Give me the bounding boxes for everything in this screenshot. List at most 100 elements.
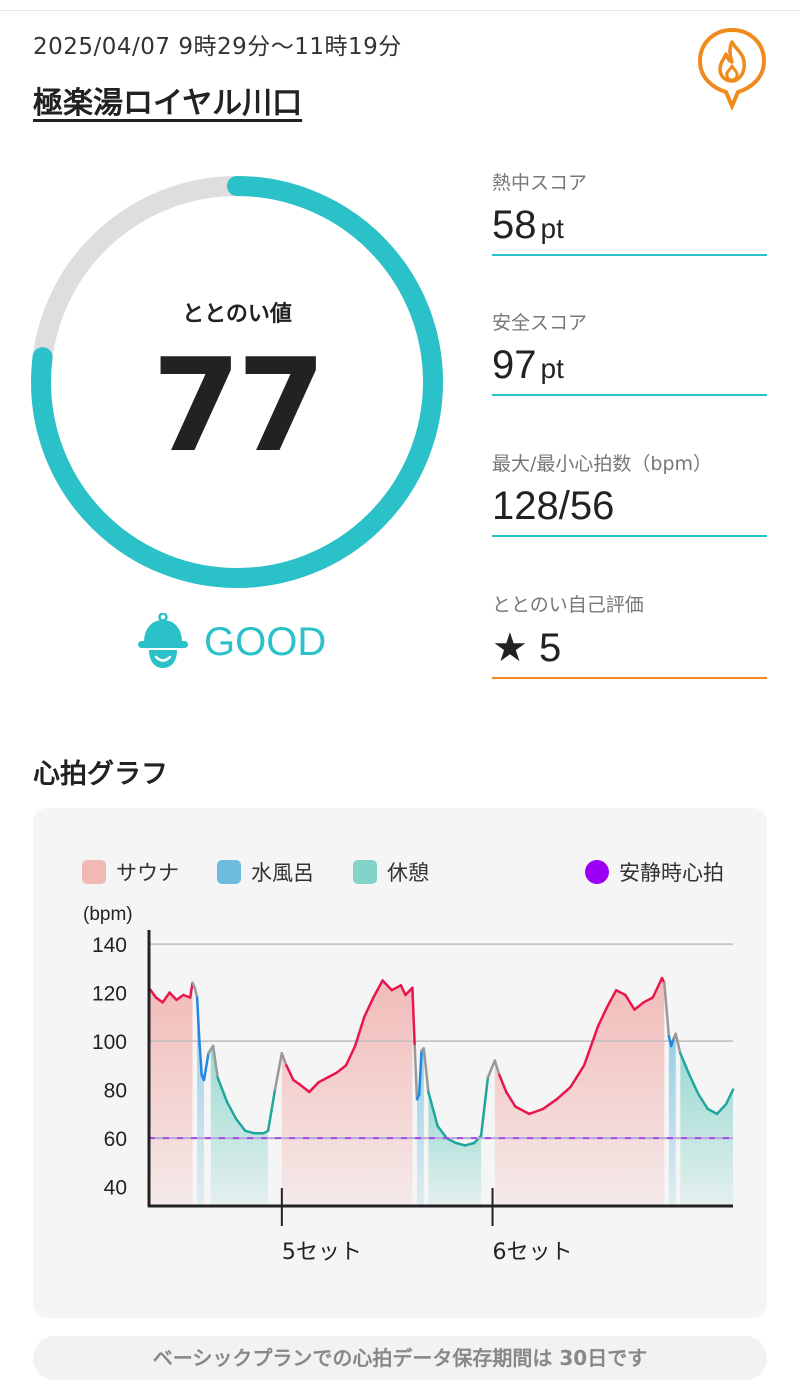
phase-area-rest-5: [428, 1092, 482, 1206]
heart-rate-point: [353, 1015, 366, 1048]
heart-rate-point: [472, 1134, 483, 1145]
safety-score-value: 97: [492, 343, 537, 387]
heart-rate-point: [381, 979, 394, 992]
heart-rate-point: [413, 1044, 419, 1101]
heart-rate-point: [614, 988, 627, 997]
heart-rate-point: [317, 1076, 329, 1084]
heart-rate-point: [168, 991, 178, 1002]
heart-rate-point: [674, 1032, 682, 1055]
legend-rest-label: 休憩: [387, 861, 429, 885]
heat-score-label: 熱中スコア: [492, 172, 588, 194]
heat-score-value: 58: [492, 203, 537, 247]
heat-score-unit: pt: [540, 213, 564, 244]
heart-rate-point: [243, 1129, 256, 1135]
heart-rate-point: [633, 1001, 645, 1011]
heart-rate-point: [479, 1076, 490, 1137]
heart-rate-point: [211, 1044, 219, 1079]
heart-rate-point: [175, 993, 185, 1002]
heart-rate-point: [527, 1107, 545, 1116]
y-tick-label: 120: [92, 983, 127, 1006]
heart-rate-point: [417, 1049, 423, 1096]
safety-score-label: 安全スコア: [492, 312, 588, 334]
y-tick-label: 80: [104, 1080, 127, 1103]
legend-rest-swatch: [353, 860, 377, 884]
status-label: GOOD: [204, 619, 327, 664]
heat-score: 熱中スコア 58 pt: [492, 168, 767, 256]
heart-rate-point: [454, 1141, 467, 1147]
heart-rate-point: [188, 981, 194, 999]
phase-area-rest-8: [680, 1053, 733, 1206]
heart-rate-point: [292, 1078, 302, 1087]
heart-rate-point: [308, 1081, 320, 1094]
heart-rate-point: [298, 1083, 311, 1094]
gauge-progress-arc: [31, 176, 443, 588]
heart-rate-point: [706, 1107, 719, 1116]
heart-rate-point: [642, 996, 655, 1004]
heart-rate-point: [486, 1059, 497, 1079]
legend-sauna-swatch: [82, 860, 106, 884]
heart-rate-point: [724, 1088, 735, 1106]
heart-rate-point: [193, 986, 199, 999]
set-marker-label: 5セット: [282, 1240, 362, 1265]
self-rating: ととのい自己評価 ★ 5: [492, 590, 767, 679]
phase-area-sauna-3: [281, 980, 413, 1206]
legend-cold-bath-swatch: [217, 860, 241, 884]
heart-rate-point: [280, 1051, 288, 1067]
heart-rate-point: [335, 1064, 348, 1074]
heart-rate-point: [663, 981, 671, 1038]
heart-rate-point: [679, 1051, 691, 1077]
legend-cold-bath: 水風呂: [217, 857, 314, 887]
heart-rate-point: [514, 1105, 531, 1116]
heat-score-value-row: 58 pt: [492, 203, 767, 256]
totonoi-value: 77: [151, 332, 326, 481]
fire-pin-icon[interactable]: [696, 26, 768, 110]
heart-rate-point: [624, 993, 636, 1011]
heart-rate-point: [344, 1044, 357, 1067]
heart-rate-point: [202, 1051, 210, 1082]
legend-resting-hr: 安静時心拍: [585, 857, 724, 887]
heart-rate-point: [498, 1073, 508, 1094]
heart-rate-point: [422, 1047, 430, 1094]
heart-rate-point: [569, 1064, 586, 1089]
legend-cold-bath-label: 水風呂: [251, 861, 314, 885]
heart-rate-point: [273, 1051, 284, 1091]
y-tick-label: 100: [92, 1031, 127, 1054]
self-rating-label: ととのい自己評価: [492, 594, 644, 616]
heart-rate-point: [195, 996, 201, 1043]
heart-rate-graph-title: 心拍グラフ: [33, 759, 168, 790]
heart-rate-point: [198, 1039, 203, 1077]
session-date-range: 2025/04/07 9時29分〜11時19分: [33, 34, 402, 60]
heart-rate-range-label: 最大/最小心拍数（bpm）: [492, 453, 713, 475]
heart-rate-point: [363, 996, 375, 1019]
heart-rate-point: [596, 1005, 609, 1028]
safety-score-unit: pt: [540, 353, 564, 384]
heart-rate-point: [225, 1100, 238, 1120]
heart-rate-point: [555, 1085, 572, 1101]
heart-rate-range-value: 128/56: [492, 484, 767, 537]
legend-sauna: サウナ: [82, 857, 179, 887]
storage-notice: ベーシックプランでの心拍データ保存期間は 30日です: [33, 1336, 767, 1380]
y-tick-label: 60: [104, 1128, 127, 1151]
heart-rate-point: [427, 1090, 439, 1128]
legend-sauna-label: サウナ: [116, 861, 179, 885]
phase-area-rest-2: [210, 1046, 269, 1206]
heart-rate-point: [161, 991, 171, 1004]
heart-rate-point: [390, 984, 403, 992]
self-rating-value: ★ 5: [492, 625, 767, 679]
heart-rate-chart: 40 60 80 100 120 140 (bpm) 5セット 6セット: [83, 904, 735, 1265]
heart-rate-point: [505, 1090, 517, 1108]
legend-resting-hr-label: 安静時心拍: [619, 861, 724, 885]
facility-name-link[interactable]: 極楽湯ロイヤル川口: [33, 86, 303, 121]
totonoi-gauge: [31, 176, 443, 588]
phase-area-sauna-0: [149, 982, 193, 1206]
smiling-sauna-hat-icon: [138, 613, 188, 668]
heart-rate-point: [266, 1088, 277, 1133]
heart-rate-point: [463, 1141, 476, 1147]
heart-rate-point: [669, 1037, 675, 1048]
heart-rate-point: [234, 1117, 247, 1133]
heart-rate-point: [216, 1076, 229, 1103]
heart-rate-point: [715, 1102, 728, 1116]
heart-rate-point: [493, 1059, 501, 1077]
y-tick-label: 40: [104, 1177, 127, 1200]
set-marker-label: 6セット: [493, 1240, 573, 1265]
